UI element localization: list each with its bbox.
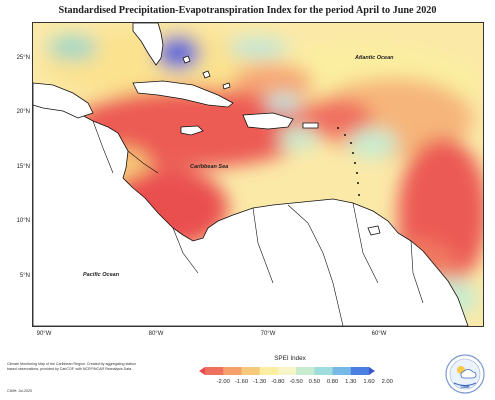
legend-title: SPEI Index <box>274 355 306 362</box>
legend-swatch <box>223 367 242 375</box>
lon-label-80w: 80°W <box>148 331 164 337</box>
legend-tick-label: -1.60 <box>234 379 249 385</box>
spei-map <box>32 22 484 327</box>
map-title: Standardised Precipitation-Evapotranspir… <box>58 5 437 16</box>
pacific-ocean-label: Pacific Ocean <box>83 272 120 278</box>
atlantic-ocean-label: Atlantic Ocean <box>355 55 394 61</box>
spei-field <box>33 23 483 326</box>
cimh-logo-icon <box>445 354 485 394</box>
legend-swatch <box>205 367 224 375</box>
lon-label-70w: 70°W <box>260 331 276 337</box>
borders <box>92 120 424 326</box>
legend-tick-label: 1.30 <box>345 379 357 385</box>
legend-swatch <box>277 367 297 375</box>
lat-label-20n: 20°N <box>16 109 30 115</box>
legend-tick-label: 0.50 <box>308 379 320 385</box>
lat-label-15n: 15°N <box>16 164 30 170</box>
legend-tick-label: -0.50 <box>289 379 303 385</box>
lon-label-90w: 90°W <box>36 331 52 337</box>
legend-colorbar <box>199 367 375 375</box>
lat-label-10n: 10°N <box>16 218 30 224</box>
legend-tick-label: -0.80 <box>271 379 285 385</box>
lesser-antilles <box>337 127 360 196</box>
lat-label-25n: 25°N <box>16 55 30 61</box>
lat-label-5n: 5°N <box>19 273 30 279</box>
lon-label-60w: 60°W <box>371 331 387 337</box>
caribbean-sea-label: Caribbean Sea <box>190 164 229 170</box>
legend-arrow-high <box>369 367 375 375</box>
land <box>33 23 469 326</box>
legend-tick-label: 0.80 <box>326 379 339 385</box>
legend-swatch <box>350 367 370 375</box>
legend-arrow-low <box>199 367 205 375</box>
credit-date: CIMH: Jul-2020 <box>7 389 32 393</box>
legend-swatch <box>259 367 279 375</box>
logo-label: CIMH <box>460 385 470 389</box>
credit-text: Climate Monitoring Map of the Caribbean … <box>7 362 137 371</box>
legend-swatch <box>314 367 333 375</box>
legend-swatch <box>296 367 315 375</box>
legend-tick-label: -2.00 <box>216 379 230 385</box>
legend-tick-label: -1.30 <box>253 379 267 385</box>
legend-tick-label: 2.00 <box>381 379 393 385</box>
legend-swatch <box>332 367 352 375</box>
legend-swatch <box>241 367 260 375</box>
legend-tick-label: 1.60 <box>363 379 375 385</box>
